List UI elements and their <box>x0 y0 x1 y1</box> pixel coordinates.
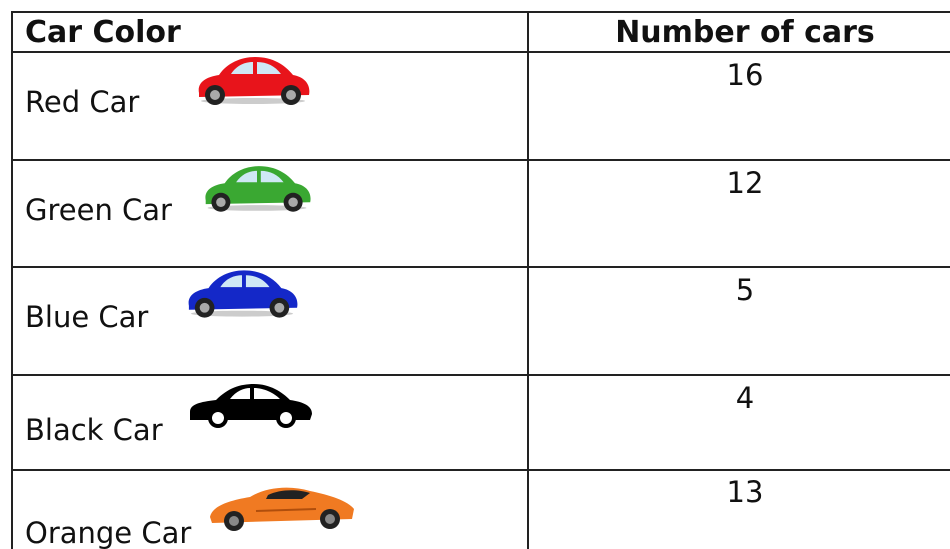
header-cell: Number of cars <box>530 12 950 52</box>
car-icon <box>206 481 356 533</box>
border <box>12 374 950 376</box>
row-label: Orange Car <box>25 515 191 549</box>
row-label: Red Car <box>25 84 139 120</box>
row-value: 13 <box>530 474 950 510</box>
car-icon <box>193 54 313 106</box>
car-icon <box>186 382 314 430</box>
border <box>12 266 950 268</box>
row-label: Blue Car <box>25 299 148 335</box>
border <box>12 469 950 471</box>
border <box>527 11 529 549</box>
row-value: 5 <box>530 272 950 308</box>
row-value: 16 <box>530 57 950 93</box>
header-cell: Car Color <box>25 12 181 52</box>
row-label: Black Car <box>25 412 163 448</box>
border <box>11 11 13 549</box>
row-value: 4 <box>530 380 950 416</box>
row-label: Green Car <box>25 192 172 228</box>
table-screenshot: Car Color Number of cars Red Car 16 Gree… <box>0 0 950 549</box>
row-value: 12 <box>530 165 950 201</box>
car-icon <box>183 267 301 319</box>
border <box>12 159 950 161</box>
car-icon <box>200 163 314 213</box>
